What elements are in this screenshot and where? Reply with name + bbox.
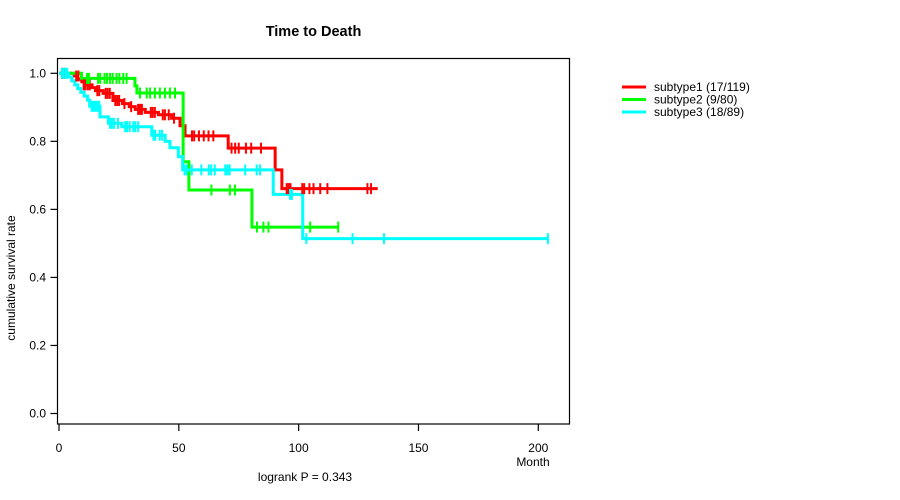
- y-tick-label: 0.2: [29, 338, 46, 352]
- chart-title: Time to Death: [266, 24, 362, 40]
- x-tick-label: 0: [56, 441, 63, 455]
- legend-label-subtype2: subtype2 (9/80): [654, 93, 737, 107]
- y-tick-label: 0.4: [29, 270, 46, 284]
- y-tick-label: 0.6: [29, 202, 46, 216]
- logrank-footnote: logrank P = 0.343: [258, 470, 353, 484]
- survival-curve-2: [59, 71, 339, 229]
- survival-curves: [59, 71, 550, 241]
- x-axis-label: Month: [516, 455, 549, 469]
- y-tick-label: 0.8: [29, 134, 46, 148]
- censor-ticks: [60, 67, 549, 245]
- plot-frame: [56, 57, 571, 425]
- y-axis: 0.0 0.2 0.4 0.6 0.8 1.0: [29, 66, 58, 421]
- x-tick-label: 150: [408, 441, 428, 455]
- x-tick-label: 200: [528, 441, 548, 455]
- x-axis: 0 50 100 150 200: [56, 424, 549, 455]
- y-axis-label: cumulative survival rate: [4, 215, 18, 341]
- legend: subtype1 (17/119) subtype2 (9/80) subtyp…: [622, 80, 750, 119]
- survival-curve-3: [59, 71, 550, 241]
- legend-label-subtype3: subtype3 (18/89): [654, 105, 744, 119]
- legend-label-subtype1: subtype1 (17/119): [654, 80, 750, 94]
- x-tick-label: 100: [289, 441, 309, 455]
- x-tick-label: 50: [172, 441, 186, 455]
- y-tick-label: 0.0: [29, 407, 46, 421]
- y-tick-label: 1.0: [29, 66, 46, 80]
